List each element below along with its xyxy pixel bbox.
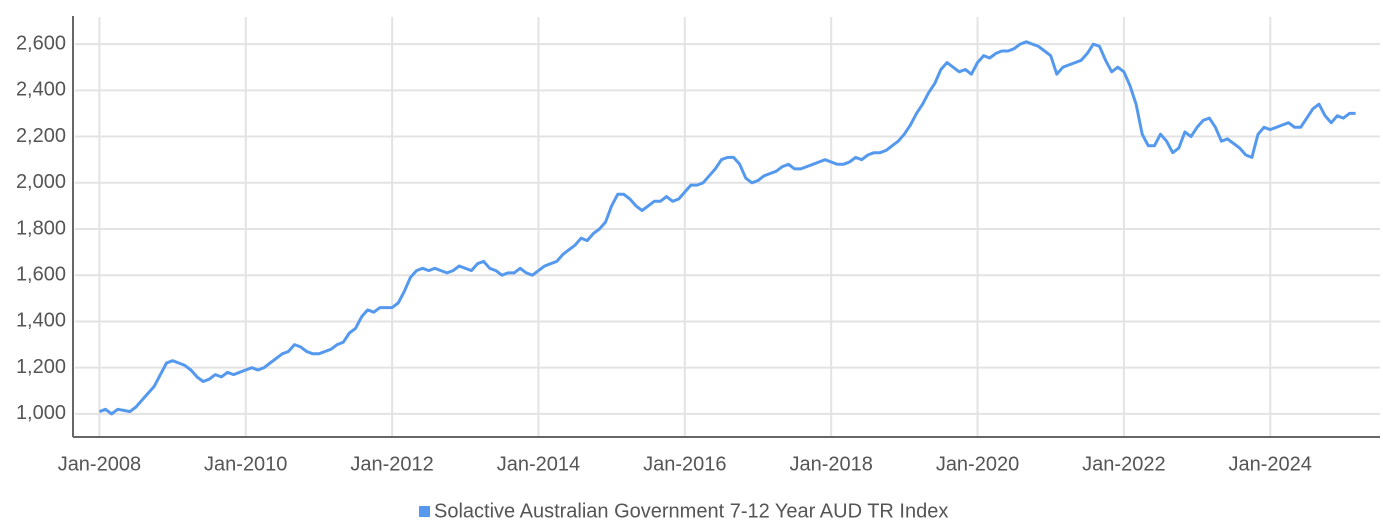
x-tick-label: Jan-2024 [1229, 453, 1312, 475]
x-tick-label: Jan-2008 [58, 453, 141, 475]
x-tick-label: Jan-2016 [643, 453, 726, 475]
line [98, 40, 1356, 416]
x-tick-label: Jan-2018 [789, 453, 872, 475]
y-tick-label: 1,800 [16, 217, 66, 239]
x-tick-label: Jan-2022 [1082, 453, 1165, 475]
legend-swatch [419, 506, 430, 517]
y-tick-label: 1,200 [16, 356, 66, 378]
legend-label: Solactive Australian Government 7-12 Yea… [434, 500, 948, 522]
y-tick-label: 1,400 [16, 310, 66, 332]
y-tick-label: 2,000 [16, 171, 66, 193]
y-tick-label: 1,000 [16, 402, 66, 424]
y-tick-label: 1,600 [16, 264, 66, 286]
x-tick-label: Jan-2012 [350, 453, 433, 475]
x-tick-label: Jan-2020 [936, 453, 1019, 475]
x-tick-label: Jan-2010 [204, 453, 287, 475]
y-tick-label: 2,200 [16, 125, 66, 147]
x-tick-label: Jan-2014 [497, 453, 580, 475]
y-tick-label: 2,400 [16, 79, 66, 101]
y-tick-label: 2,600 [16, 32, 66, 54]
